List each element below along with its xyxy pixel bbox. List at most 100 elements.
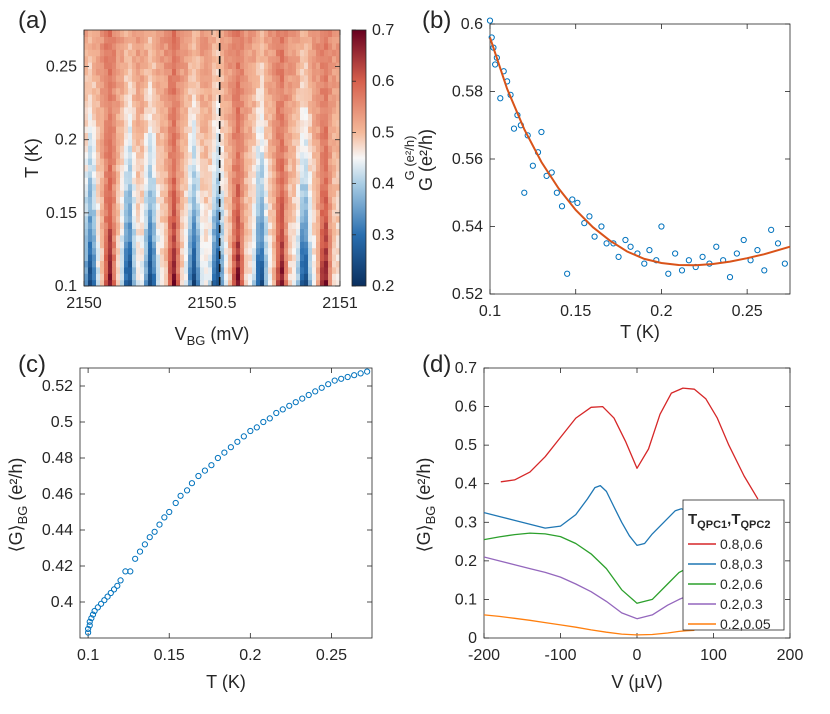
heatmap-cell — [244, 106, 249, 114]
heatmap-cell — [204, 68, 209, 76]
heatmap-cell — [160, 215, 165, 223]
heatmap-cell — [92, 190, 97, 197]
heatmap-cell — [224, 247, 229, 255]
heatmap-cell — [152, 132, 157, 140]
heatmap-cell — [204, 132, 209, 140]
heatmap-cell — [332, 215, 337, 223]
heatmap-cell — [252, 190, 257, 197]
heatmap-cell — [200, 68, 205, 76]
heatmap-cell — [324, 273, 329, 281]
heatmap-cell — [324, 36, 329, 44]
heatmap-cell — [88, 183, 93, 191]
heatmap-cell — [196, 222, 201, 229]
heatmap-cell — [212, 273, 217, 281]
heatmap-cell — [288, 119, 293, 127]
heatmap-cell — [172, 170, 177, 178]
heatmap-cell — [160, 254, 165, 261]
heatmap-cell — [232, 42, 237, 50]
heatmap-cell — [120, 81, 125, 89]
heatmap-cell — [212, 266, 217, 274]
heatmap-cell — [312, 36, 317, 44]
heatmap-cell — [92, 94, 97, 101]
heatmap-cell — [152, 158, 157, 165]
heatmap-cell — [204, 94, 209, 101]
heatmap-cell — [312, 119, 317, 127]
heatmap-cell — [208, 170, 213, 178]
heatmap-cell — [264, 81, 269, 89]
heatmap-cell — [288, 94, 293, 101]
heatmap-cell — [284, 68, 289, 76]
heatmap-cell — [328, 55, 333, 63]
heatmap-cell — [292, 30, 297, 37]
heatmap-cell — [192, 234, 197, 242]
heatmap-cell — [308, 215, 313, 223]
heatmap-cell — [188, 42, 193, 50]
heatmap-cell — [200, 106, 205, 114]
heatmap-cell — [260, 151, 265, 159]
heatmap-cell — [216, 215, 221, 223]
heatmap-cell — [116, 215, 121, 223]
heatmap-cell — [284, 190, 289, 197]
heatmap-cell — [332, 42, 337, 50]
heatmap-cell — [156, 215, 161, 223]
heatmap-cell — [200, 94, 205, 101]
heatmap-cell — [144, 74, 149, 82]
heatmap-cell — [168, 190, 173, 197]
heatmap-cell — [272, 62, 277, 69]
heatmap-cell — [116, 241, 121, 249]
heatmap-cell — [192, 254, 197, 261]
heatmap-cell — [236, 222, 241, 229]
heatmap-cell — [312, 106, 317, 114]
heatmap-cell — [172, 94, 177, 101]
heatmap-cell — [248, 158, 253, 165]
heatmap-cell — [100, 68, 105, 76]
heatmap-cell — [272, 106, 277, 114]
heatmap-cell — [324, 74, 329, 82]
heatmap-cell — [152, 36, 157, 44]
heatmap-cell — [296, 68, 301, 76]
heatmap-cell — [280, 222, 285, 229]
heatmap-cell — [96, 68, 101, 76]
heatmap-cell — [300, 177, 305, 185]
heatmap-cell — [100, 132, 105, 140]
heatmap-cell — [164, 209, 169, 217]
heatmap-cell — [232, 81, 237, 89]
heatmap-cell — [88, 81, 93, 89]
heatmap-cell — [324, 126, 329, 133]
heatmap-cell — [220, 196, 225, 204]
heatmap-cell — [192, 196, 197, 204]
heatmap-cell — [328, 81, 333, 89]
heatmap-cell — [120, 68, 125, 76]
heatmap-cell — [296, 106, 301, 114]
heatmap-cell — [224, 273, 229, 281]
heatmap-cell — [120, 100, 125, 108]
heatmap-cell — [244, 202, 249, 210]
heatmap-cell — [260, 279, 265, 286]
heatmap-cell — [192, 81, 197, 89]
heatmap-cell — [152, 49, 157, 57]
heatmap-cell — [272, 132, 277, 140]
heatmap-cell — [240, 215, 245, 223]
heatmap-cell — [200, 74, 205, 82]
heatmap-cell — [84, 228, 89, 236]
heatmap-cell — [300, 49, 305, 57]
heatmap-cell — [148, 87, 153, 95]
heatmap-cell — [136, 68, 141, 76]
heatmap-cell — [104, 55, 109, 63]
heatmap-cell — [220, 113, 225, 121]
heatmap-cell — [280, 113, 285, 121]
heatmap-cell — [160, 222, 165, 229]
heatmap-cell — [320, 119, 325, 127]
heatmap-cell — [156, 36, 161, 44]
heatmap-cell — [84, 254, 89, 261]
heatmap-cell — [96, 196, 101, 204]
heatmap-cell — [264, 87, 269, 95]
heatmap-cell — [272, 247, 277, 255]
heatmap-cell — [220, 55, 225, 63]
heatmap-cell — [112, 196, 117, 204]
heatmap-cell — [200, 55, 205, 63]
heatmap-cell — [124, 170, 129, 178]
heatmap-cell — [320, 94, 325, 101]
heatmap-cell — [164, 87, 169, 95]
heatmap-cell — [264, 215, 269, 223]
